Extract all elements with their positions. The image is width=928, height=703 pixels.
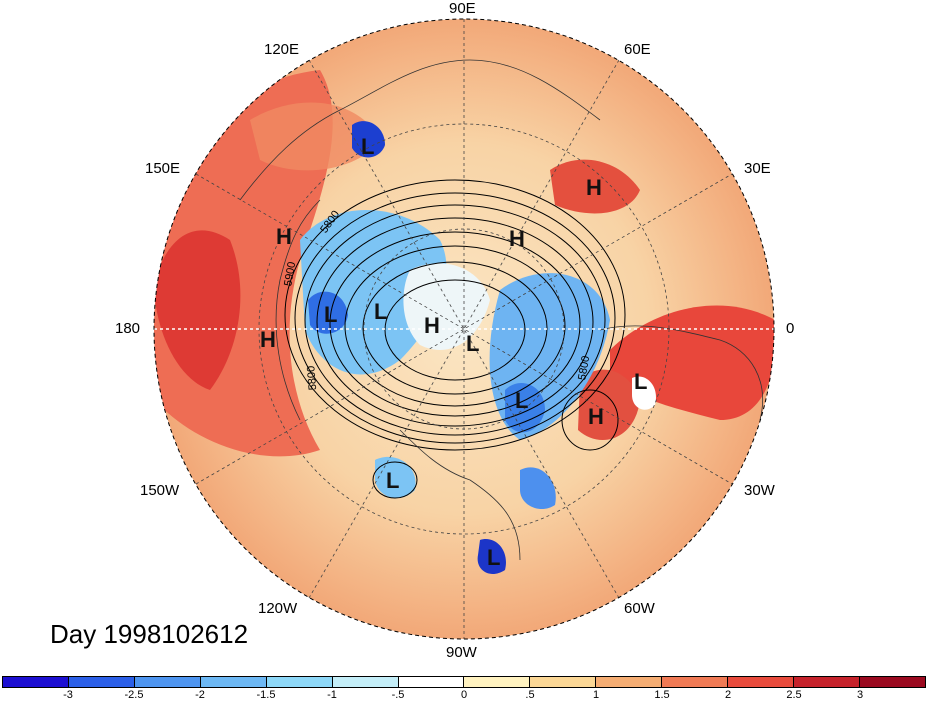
cold-anomaly-siberia-core: [308, 291, 348, 334]
lon-label-60e: 60E: [624, 41, 651, 58]
low-center: L: [487, 545, 501, 570]
high-center: H: [276, 224, 292, 249]
colorbar-segment: [662, 677, 729, 687]
low-center: L: [374, 299, 388, 324]
colorbar: [2, 676, 926, 688]
colorbar-segment: [332, 677, 399, 687]
low-center: L: [634, 369, 648, 394]
contour-label: 5800: [305, 365, 320, 391]
colorbar-tick-label: .5: [525, 689, 535, 701]
lon-label-180: 180: [115, 320, 141, 337]
lon-label-120w: 120W: [258, 600, 298, 617]
low-center: L: [515, 388, 529, 413]
cold-anomaly-atlantic: [520, 467, 556, 510]
warm-anomaly-pacific-core: [155, 230, 241, 390]
height-contour: [362, 261, 548, 395]
height-contour: [284, 179, 626, 451]
lon-label-0: 0: [786, 320, 795, 337]
colorbar-segment: [728, 677, 795, 687]
coastline: [275, 199, 321, 421]
colorbar-tick-label: -1.5: [256, 689, 276, 701]
colorbar-segment: [596, 677, 663, 687]
colorbar-tick-label: 2: [724, 689, 732, 701]
colorbar-segment: [398, 677, 465, 687]
lon-label-90w: 90W: [446, 644, 477, 661]
high-center: H: [586, 175, 602, 200]
cold-anomaly-gulf: [477, 539, 506, 575]
low-center: L: [386, 468, 400, 493]
colorbar-tick-label: -3: [63, 689, 73, 701]
polar-map: [153, 18, 775, 640]
height-contour: [294, 192, 616, 444]
meridian: [308, 59, 620, 599]
colorbar-segment: [794, 677, 860, 687]
colorbar-segment: [530, 677, 597, 687]
warm-anomaly-europe: [550, 159, 640, 214]
height-contour: [372, 461, 418, 499]
cold-anomaly-siberia: [300, 210, 447, 375]
colorbar-segment: [68, 677, 135, 687]
meridian: [195, 173, 733, 485]
height-contour: [344, 245, 566, 407]
meridian: [195, 173, 733, 485]
coastline: [599, 325, 763, 421]
colorbar-tick-label: 1.5: [654, 689, 670, 701]
colorbar-segment: [200, 677, 267, 687]
warm-anomaly-atlantic: [578, 369, 640, 440]
coastline: [399, 429, 521, 561]
neutral-atlantic-low: [632, 376, 656, 410]
colorbar-tick-label: 1: [592, 689, 600, 701]
colorbar-tick-label: 3: [856, 689, 864, 701]
colorbar-segment: [3, 677, 69, 687]
lon-label-150e: 150E: [145, 160, 181, 177]
cold-anomaly-canada-core: [505, 382, 545, 433]
height-contour: [561, 389, 619, 451]
warm-anomaly-asia: [250, 102, 380, 171]
height-contour: [316, 217, 594, 427]
lon-label-30e: 30E: [744, 160, 771, 177]
colorbar-tick-label: 0: [460, 689, 468, 701]
lon-label-90e: 90E: [449, 0, 476, 17]
day-label: Day 1998102612: [50, 619, 249, 649]
lon-label-150w: 150W: [140, 482, 180, 499]
lon-label-30w: 30W: [744, 482, 775, 499]
low-center: L: [361, 134, 375, 159]
colorbar-segment: [464, 677, 531, 687]
low-center: L: [466, 331, 480, 356]
height-contour: [384, 279, 526, 381]
high-center: H: [260, 327, 276, 352]
lon-label-60w: 60W: [624, 600, 655, 617]
meridian: [308, 59, 620, 599]
coastline: [239, 59, 601, 201]
cold-anomaly-pacific-low: [375, 456, 416, 499]
colorbar-tick-label: -.5: [391, 689, 405, 701]
map-boundary: [153, 18, 775, 640]
colorbar-tick-label: -2.5: [124, 689, 144, 701]
height-contour: [304, 204, 606, 436]
colorbar-tick-label: -2: [195, 689, 205, 701]
lon-label-120e: 120E: [264, 41, 300, 58]
colorbar-tick-label: -1: [327, 689, 337, 701]
colorbar-ticks: -3 -2.5 -2 -1.5 -1 -.5 0 .5 1 1.5 2 2.5 3: [2, 689, 926, 703]
colorbar-segment: [266, 677, 333, 687]
low-center: L: [324, 302, 338, 327]
colorbar-segment: [859, 677, 925, 687]
high-center: H: [424, 313, 440, 338]
colorbar-tick-label: 2.5: [786, 689, 802, 701]
high-center: H: [588, 404, 604, 429]
height-contour: [329, 231, 581, 417]
high-center: H: [509, 226, 525, 251]
colorbar-segment: [134, 677, 201, 687]
